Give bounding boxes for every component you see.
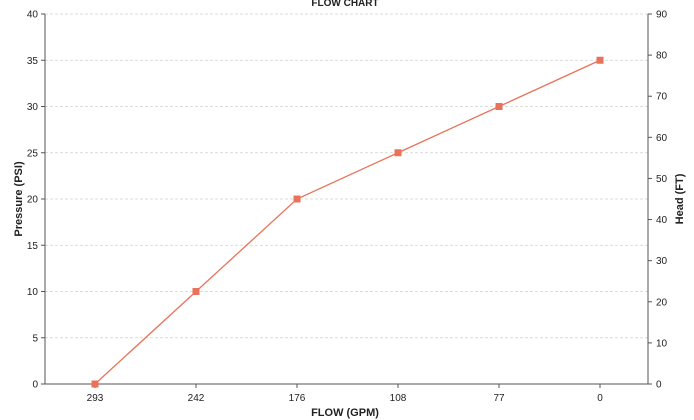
y-tick-label: 0 — [32, 380, 38, 391]
chart-title: FLOW CHART — [311, 0, 378, 9]
left-axis-ticks: 0 5 10 15 20 25 30 35 40 — [27, 10, 45, 391]
x-tick-label: 293 — [87, 393, 104, 404]
x-tick-label: 108 — [390, 393, 407, 404]
y-axis-title: Pressure (PSI) — [13, 161, 25, 237]
data-point — [293, 195, 301, 203]
y-tick-label: 10 — [27, 287, 39, 298]
y-tick-label: 35 — [27, 56, 39, 67]
y2-tick-label: 70 — [656, 92, 668, 103]
y-tick-label: 5 — [32, 333, 38, 344]
y-tick-label: 20 — [27, 195, 39, 206]
y2-tick-label: 90 — [656, 10, 668, 21]
x-axis-ticks: 293 242 176 108 77 0 — [87, 384, 603, 404]
y-tick-label: 25 — [27, 148, 39, 159]
y2-axis-title: Head (FT) — [674, 173, 686, 224]
y-tick-label: 30 — [27, 102, 39, 113]
y2-tick-label: 50 — [656, 174, 668, 185]
x-tick-label: 242 — [188, 393, 205, 404]
y2-tick-label: 40 — [656, 215, 668, 226]
y-tick-label: 40 — [27, 10, 39, 21]
data-point — [91, 380, 99, 388]
series-group — [91, 56, 604, 388]
data-point — [596, 56, 604, 64]
y2-tick-label: 60 — [656, 133, 668, 144]
y2-tick-label: 10 — [656, 338, 668, 349]
right-axis-ticks: 0 10 20 30 40 50 60 70 80 90 — [648, 10, 668, 391]
grid — [45, 13, 648, 339]
data-point — [394, 149, 402, 157]
data-point — [495, 103, 503, 110]
series-line — [94, 59, 601, 385]
data-point — [192, 288, 200, 295]
y2-tick-label: 20 — [656, 297, 668, 308]
x-tick-label: 0 — [597, 393, 603, 404]
y2-tick-label: 80 — [656, 51, 668, 62]
y2-tick-label: 30 — [656, 256, 668, 267]
y-tick-label: 15 — [27, 241, 39, 252]
y2-tick-label: 0 — [656, 380, 662, 391]
x-tick-label: 176 — [289, 393, 306, 404]
x-tick-label: 77 — [493, 393, 505, 404]
x-axis-title: FLOW (GPM) — [311, 407, 379, 419]
